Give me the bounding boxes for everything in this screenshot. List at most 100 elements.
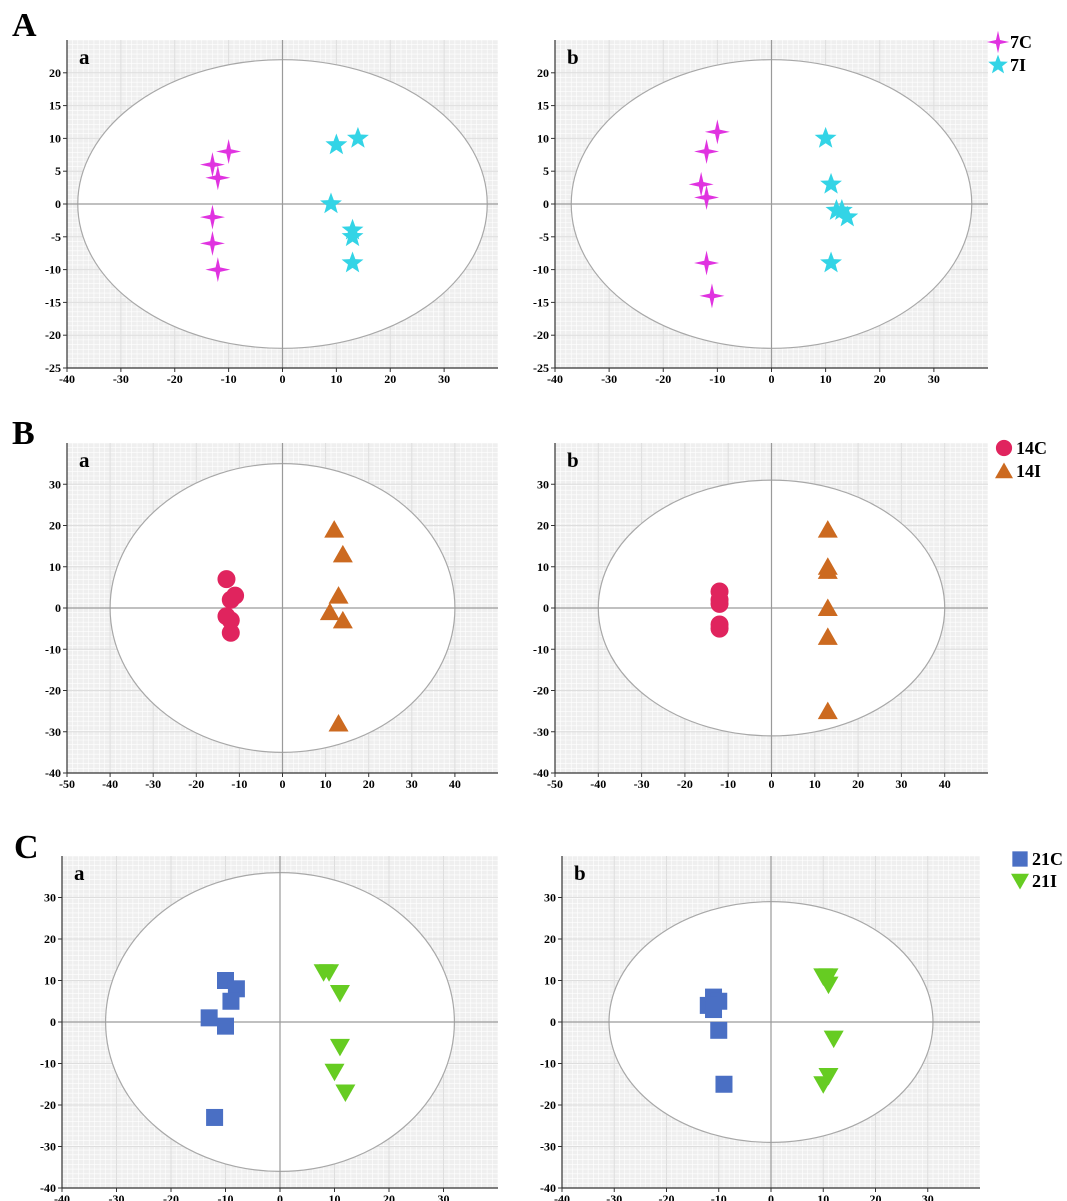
x-tick-label: 10	[817, 1192, 829, 1201]
data-point	[710, 619, 729, 638]
data-point	[325, 133, 348, 155]
series-14C	[217, 570, 245, 642]
x-tick-label: 30	[922, 1192, 934, 1201]
series-14C	[710, 582, 729, 638]
y-tick-label: -20	[533, 684, 549, 698]
y-tick-label: 15	[49, 99, 61, 113]
y-tick-label: -20	[540, 1098, 556, 1112]
y-tick-label: 0	[55, 197, 61, 211]
data-point	[221, 623, 240, 642]
y-tick-label: -20	[45, 684, 61, 698]
data-point	[199, 204, 225, 230]
y-tick-label: 30	[544, 891, 556, 905]
panel-B-b: -50 -40 -30 -20 -10 0 10 20 30 40-40-30-20-100102…	[533, 442, 989, 791]
x-tick-label: -20	[655, 372, 671, 386]
data-point	[817, 598, 838, 616]
data-point	[222, 992, 240, 1010]
y-tick-label: -30	[40, 1140, 56, 1154]
data-point	[200, 1009, 218, 1027]
x-tick-label: -10	[720, 777, 736, 791]
series-7I	[320, 126, 369, 273]
x-tick-label: 20	[384, 372, 396, 386]
series-21C	[200, 972, 245, 1126]
y-tick-label: -10	[540, 1057, 556, 1071]
y-tick-label: -10	[40, 1057, 56, 1071]
panel-label: b	[567, 45, 579, 69]
y-tick-label: 10	[537, 560, 549, 574]
x-tick-label: -20	[167, 372, 183, 386]
panel-A-a: -40 -30 -20 -10 0 10 20 30 -25 -20 -15 -10 -5 0 5 10 15 2…	[45, 39, 499, 386]
data-point	[710, 594, 729, 613]
row-label: C	[14, 829, 39, 866]
y-tick-label: -30	[540, 1140, 556, 1154]
series-7I	[814, 126, 859, 273]
series-14I	[817, 520, 838, 720]
x-tick-label: -30	[145, 777, 161, 791]
row-label: A	[12, 7, 37, 44]
series-21I	[313, 964, 356, 1103]
y-tick-label: -15	[533, 295, 549, 309]
data-point	[688, 171, 714, 197]
panel-B-a: -50 -40 -30 -20 -10 0 10 20 30 40-40-30-20-100102…	[45, 442, 499, 791]
data-point	[329, 984, 350, 1003]
data-point	[817, 520, 838, 538]
series-7C	[688, 119, 730, 309]
data-point	[328, 586, 349, 604]
data-point	[324, 1063, 345, 1082]
y-tick-label: 0	[543, 197, 549, 211]
y-tick-label: 10	[544, 974, 556, 988]
data-point	[817, 701, 838, 720]
y-tick-label: -25	[533, 361, 549, 375]
y-tick-label: -30	[533, 725, 549, 739]
x-tick-label: 30	[438, 372, 450, 386]
data-point	[329, 1038, 350, 1057]
x-tick-label: -10	[231, 777, 247, 791]
x-tick-label: -20	[659, 1192, 675, 1201]
x-tick-label: 0	[280, 372, 286, 386]
x-tick-label: 10	[320, 777, 332, 791]
legend-label: 7C	[1010, 32, 1032, 52]
data-point	[705, 1001, 723, 1019]
y-tick-label: -20	[45, 328, 61, 342]
data-point	[324, 520, 345, 538]
x-tick-label: -30	[634, 777, 650, 791]
series-7C	[199, 139, 242, 283]
data-point	[813, 1076, 834, 1094]
x-tick-label: 20	[870, 1192, 882, 1201]
y-tick-label: -40	[45, 766, 61, 780]
y-tick-label: 30	[537, 477, 549, 491]
x-tick-label: 10	[809, 777, 821, 791]
data-point	[694, 250, 720, 276]
data-point	[704, 119, 730, 145]
y-tick-label: 0	[55, 601, 61, 615]
x-tick-label: -40	[54, 1192, 70, 1201]
data-point	[699, 283, 725, 309]
x-tick-label: 20	[383, 1192, 395, 1201]
x-tick-label: -20	[163, 1192, 179, 1201]
y-tick-label: 5	[55, 164, 61, 178]
x-tick-label: 0	[769, 372, 775, 386]
x-tick-label: 20	[852, 777, 864, 791]
x-tick-label: -10	[709, 372, 725, 386]
legend-label: 14C	[1016, 438, 1047, 458]
x-tick-label: -40	[590, 777, 606, 791]
y-tick-label: 30	[49, 477, 61, 491]
legend-marker	[995, 462, 1013, 479]
x-tick-label: 30	[928, 372, 940, 386]
y-tick-label: 5	[543, 164, 549, 178]
data-point	[205, 165, 231, 191]
legend-label: 7I	[1010, 55, 1026, 75]
x-tick-label: -10	[221, 372, 237, 386]
data-point	[817, 561, 838, 579]
data-point	[694, 184, 720, 210]
data-point	[199, 152, 225, 178]
y-tick-label: 0	[543, 601, 549, 615]
data-point	[818, 976, 839, 995]
y-tick-label: -30	[45, 725, 61, 739]
y-tick-label: -20	[533, 328, 549, 342]
legend-label: 14I	[1016, 461, 1041, 481]
data-point	[217, 1017, 234, 1035]
y-tick-label: -10	[45, 263, 61, 277]
x-tick-label: 0	[768, 1192, 774, 1201]
